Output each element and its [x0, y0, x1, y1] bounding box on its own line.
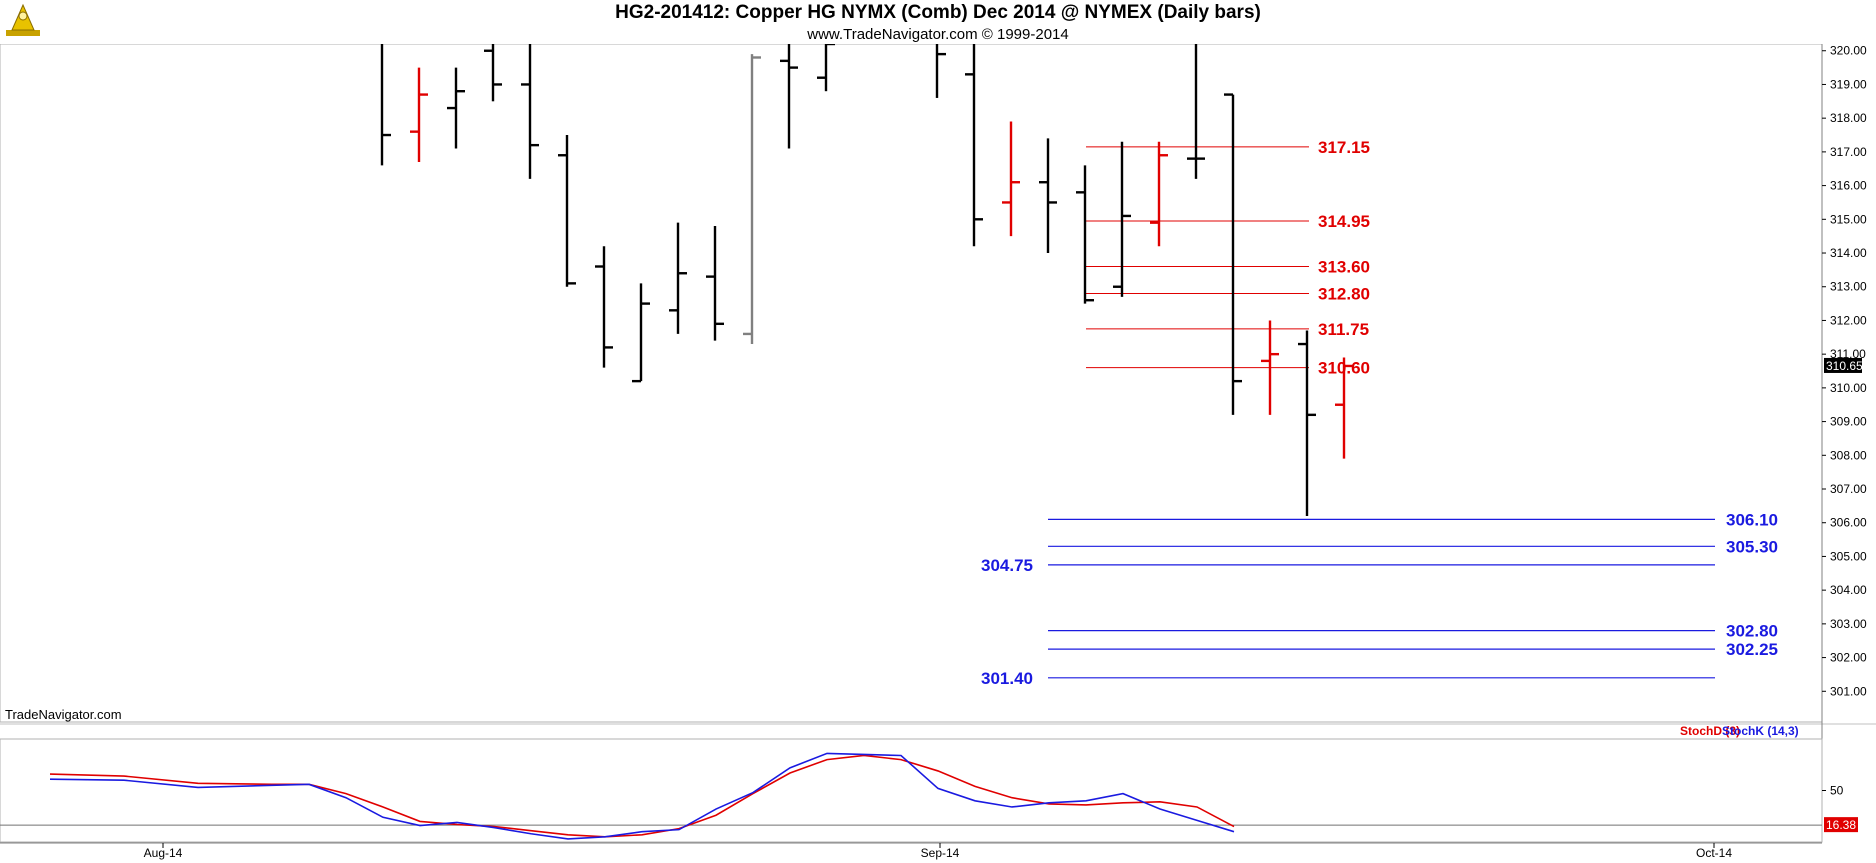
- ohlc-bar: [935, 44, 946, 98]
- chart-subtitle: www.TradeNavigator.com © 1999-2014: [807, 26, 1069, 43]
- ohlc-bar: [817, 42, 835, 92]
- ohlc-bar: [484, 44, 502, 102]
- y-tick-label: 319.00: [1830, 77, 1867, 91]
- x-tick-label: Sep-14: [921, 846, 960, 860]
- stoch-value-badge: [1824, 817, 1858, 833]
- y-tick-label: 310.00: [1830, 381, 1867, 395]
- trade-navigator-logo-icon: [4, 2, 42, 45]
- y-tick-label: 316.00: [1830, 179, 1867, 193]
- watermark: TradeNavigator.com: [5, 707, 122, 722]
- y-tick-label: 312.00: [1830, 313, 1867, 327]
- stoch-y-tick-label: 50: [1830, 784, 1844, 798]
- ohlc-bar: [595, 246, 613, 368]
- y-tick-label: 306.00: [1830, 516, 1867, 530]
- ohlc-bar: [1002, 121, 1020, 237]
- price-axis: 320.00 319.00 318.00 317.00 316.00 315.00 314.…: [1822, 44, 1867, 698]
- support-resistance-levels: 317.15314.95313.60312.80311.75310.60306.…: [981, 138, 1778, 688]
- support-label: 305.30: [1726, 537, 1778, 556]
- resistance-label: 317.15: [1318, 138, 1370, 157]
- stoch-panel-border: [0, 738, 1823, 843]
- stochastic-lines: [49, 752, 1235, 840]
- price-panel-border: [0, 43, 1823, 723]
- y-tick-label: 302.00: [1830, 651, 1867, 665]
- ohlc-bar: [1298, 330, 1316, 516]
- ohlc-bar: [780, 44, 798, 149]
- last-price-label: 310.65: [1826, 359, 1863, 373]
- x-tick-label: Oct-14: [1696, 846, 1732, 860]
- ohlc-bar: [1076, 165, 1094, 304]
- stoch-series-d: [49, 754, 1235, 838]
- price-bars: [380, 42, 1353, 516]
- y-tick-label: 315.00: [1830, 212, 1867, 226]
- ohlc-bar: [1039, 138, 1057, 254]
- ohlc-bar: [1261, 320, 1279, 415]
- x-tick-label: Aug-14: [144, 846, 183, 860]
- last-price-badge: [1824, 357, 1862, 373]
- ohlc-bar: [1187, 44, 1205, 179]
- legend-stochd: StochD (3): [1680, 724, 1740, 738]
- y-tick-label: 320.00: [1830, 44, 1867, 58]
- stochastic-panel: 50 16.38: [0, 738, 1858, 843]
- support-label: 304.75: [981, 556, 1033, 575]
- resistance-label: 311.75: [1318, 320, 1369, 339]
- y-tick-label: 307.00: [1830, 482, 1867, 496]
- stoch-series-k: [49, 752, 1235, 840]
- support-label: 302.25: [1726, 640, 1778, 659]
- stoch-value-label: 16.38: [1826, 818, 1856, 832]
- support-label: 302.80: [1726, 622, 1778, 641]
- y-tick-label: 304.00: [1830, 583, 1867, 597]
- chart-title: HG2-201412: Copper HG NYMX (Comb) Dec 20…: [615, 2, 1261, 23]
- ohlc-bar: [447, 67, 465, 149]
- ohlc-bar: [965, 44, 983, 247]
- y-tick-label: 317.00: [1830, 145, 1867, 159]
- price-panel: [0, 43, 1876, 842]
- date-axis: Aug-14 Sep-14 Oct-14: [0, 842, 1822, 860]
- y-tick-label: 313.00: [1830, 280, 1867, 294]
- ohlc-bar: [1113, 141, 1131, 297]
- resistance-label: 313.60: [1318, 258, 1370, 277]
- ohlc-bar: [1150, 141, 1168, 247]
- y-tick-label: 318.00: [1830, 111, 1867, 125]
- y-tick-label: 309.00: [1830, 415, 1867, 429]
- ohlc-bar: [1224, 93, 1242, 415]
- ohlc-bar: [410, 67, 428, 162]
- y-tick-label: 305.00: [1830, 549, 1867, 563]
- y-tick-label: 308.00: [1830, 448, 1867, 462]
- ohlc-bar: [706, 226, 724, 341]
- legend-stochk: StochK (14,3): [1722, 724, 1799, 738]
- ohlc-bar: [1335, 357, 1353, 459]
- y-tick-label: 303.00: [1830, 617, 1867, 631]
- support-label: 301.40: [981, 669, 1033, 688]
- ohlc-bar: [669, 222, 687, 334]
- resistance-label: 312.80: [1318, 284, 1370, 303]
- ohlc-bar: [632, 283, 650, 383]
- support-label: 306.10: [1726, 510, 1778, 529]
- y-tick-label: 311.00: [1830, 347, 1866, 361]
- y-tick-label: 314.00: [1830, 246, 1867, 260]
- resistance-label: 314.95: [1318, 212, 1370, 231]
- ohlc-bar: [380, 44, 391, 166]
- y-tick-label: 301.00: [1830, 684, 1867, 698]
- title-bar: HG2-201412: Copper HG NYMX (Comb) Dec 20…: [0, 0, 1876, 44]
- ohlc-bar: [558, 135, 576, 287]
- ohlc-bar: [521, 44, 539, 179]
- ohlc-bar: [743, 54, 761, 345]
